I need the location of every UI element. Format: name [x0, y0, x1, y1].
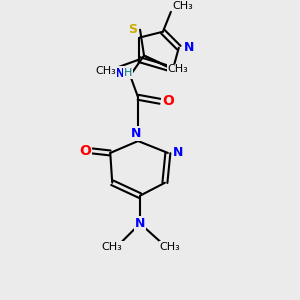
- Text: O: O: [80, 144, 92, 158]
- Text: H: H: [124, 68, 132, 79]
- Text: CH₃: CH₃: [172, 1, 193, 11]
- Text: N: N: [172, 146, 183, 159]
- Text: CH₃: CH₃: [160, 242, 180, 252]
- Text: CH₃: CH₃: [167, 64, 188, 74]
- Text: N: N: [115, 67, 125, 80]
- Text: S: S: [129, 23, 138, 36]
- Text: O: O: [162, 94, 174, 108]
- Text: N: N: [184, 41, 194, 54]
- Text: N: N: [131, 127, 141, 140]
- Text: CH₃: CH₃: [102, 242, 123, 252]
- Text: N: N: [135, 217, 145, 230]
- Text: CH₃: CH₃: [95, 67, 116, 76]
